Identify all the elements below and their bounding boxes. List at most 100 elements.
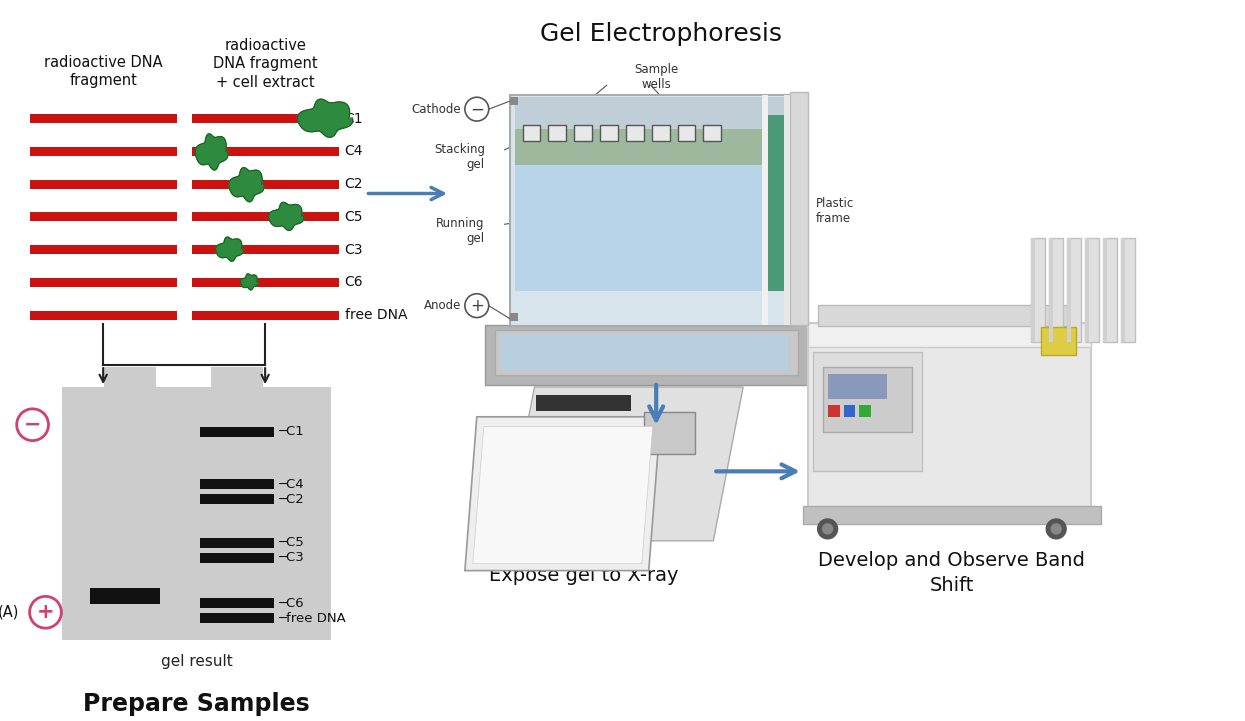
Bar [808, 322, 1091, 348]
Text: ─C6: ─C6 [278, 597, 304, 610]
Bar [828, 374, 888, 399]
Text: gel result: gel result [161, 654, 233, 669]
Text: C5: C5 [345, 210, 364, 224]
Bar [192, 278, 339, 287]
Bar [30, 213, 177, 221]
Bar [199, 553, 274, 562]
Text: Plastic
frame: Plastic frame [815, 198, 854, 226]
Polygon shape [464, 417, 661, 570]
Bar [514, 125, 786, 164]
Bar [199, 538, 274, 548]
Bar [1041, 327, 1076, 355]
Polygon shape [269, 203, 304, 231]
Bar [30, 311, 177, 319]
Bar [30, 245, 177, 254]
Bar [1103, 238, 1117, 342]
Bar [1050, 238, 1053, 342]
Text: radioactive DNA
fragment: radioactive DNA fragment [44, 55, 162, 88]
Text: Buffer: Buffer [527, 362, 563, 375]
Polygon shape [215, 237, 243, 261]
Bar [523, 125, 540, 141]
Bar [499, 335, 788, 370]
Text: Anode: Anode [423, 299, 461, 312]
Text: C1: C1 [345, 112, 364, 125]
Bar [1031, 238, 1046, 342]
Polygon shape [504, 387, 743, 541]
Text: (A): (A) [0, 605, 19, 620]
Bar [651, 125, 670, 141]
Bar [1050, 238, 1063, 342]
Bar [192, 245, 339, 254]
Bar [1084, 238, 1089, 342]
Text: Gel Electrophoresis: Gel Electrophoresis [540, 22, 782, 46]
Circle shape [818, 519, 838, 539]
Bar [192, 180, 339, 189]
Bar [199, 614, 274, 623]
Text: Buffer: Buffer [588, 107, 630, 120]
Bar [30, 278, 177, 287]
Text: C4: C4 [345, 144, 364, 159]
Bar [823, 367, 913, 432]
Bar [192, 311, 339, 319]
Bar [509, 97, 518, 105]
Text: −: − [469, 100, 484, 118]
Text: C6: C6 [345, 275, 364, 289]
Text: −: − [24, 415, 41, 435]
Polygon shape [240, 274, 258, 290]
Bar [30, 180, 177, 189]
Bar [494, 330, 798, 375]
Bar [548, 125, 566, 141]
Text: ─free DNA: ─free DNA [278, 611, 346, 624]
Circle shape [464, 293, 489, 317]
Bar [1120, 238, 1134, 342]
Bar [90, 588, 159, 604]
Bar [1103, 238, 1107, 342]
Circle shape [1046, 519, 1066, 539]
Text: Cathode: Cathode [411, 102, 461, 115]
Bar [484, 325, 808, 385]
Text: ─C5: ─C5 [278, 536, 304, 549]
Circle shape [823, 524, 833, 534]
Bar [509, 95, 793, 327]
Bar [199, 427, 274, 437]
Text: +: + [36, 602, 55, 622]
Bar [514, 156, 786, 291]
Bar [199, 494, 274, 504]
Text: ─C2: ─C2 [278, 492, 304, 505]
Text: C2: C2 [345, 177, 364, 191]
Text: Prepare Samples: Prepare Samples [83, 691, 310, 716]
Bar [105, 367, 156, 387]
Bar [768, 115, 784, 291]
Bar [30, 147, 177, 156]
Bar [1031, 238, 1036, 342]
Polygon shape [229, 167, 264, 202]
Text: Sample
wells: Sample wells [634, 63, 679, 91]
Polygon shape [473, 427, 652, 564]
Bar [212, 367, 263, 387]
Polygon shape [298, 99, 352, 137]
Text: radioactive
DNA fragment
+ cell extract: radioactive DNA fragment + cell extract [213, 37, 317, 90]
Bar [1084, 238, 1099, 342]
Bar [789, 92, 808, 325]
Text: ─C4: ─C4 [278, 478, 304, 491]
Text: Expose gel to X-ray: Expose gel to X-ray [489, 566, 679, 585]
Bar [844, 405, 855, 417]
Bar [537, 395, 631, 411]
Bar [818, 305, 1076, 327]
Bar [192, 147, 339, 156]
Bar [199, 479, 274, 490]
Bar [784, 95, 789, 325]
Bar [192, 213, 339, 221]
Bar [626, 125, 644, 141]
Text: Develop and Observe Band
Shift: Develop and Observe Band Shift [818, 551, 1086, 595]
Bar [859, 405, 872, 417]
Bar [813, 353, 923, 472]
Bar [600, 125, 618, 141]
Circle shape [464, 97, 489, 121]
Text: Stacking
gel: Stacking gel [433, 143, 484, 171]
Bar [199, 598, 274, 609]
Bar [62, 387, 331, 640]
Circle shape [1051, 524, 1061, 534]
Bar [703, 125, 721, 141]
Bar [808, 322, 1091, 521]
